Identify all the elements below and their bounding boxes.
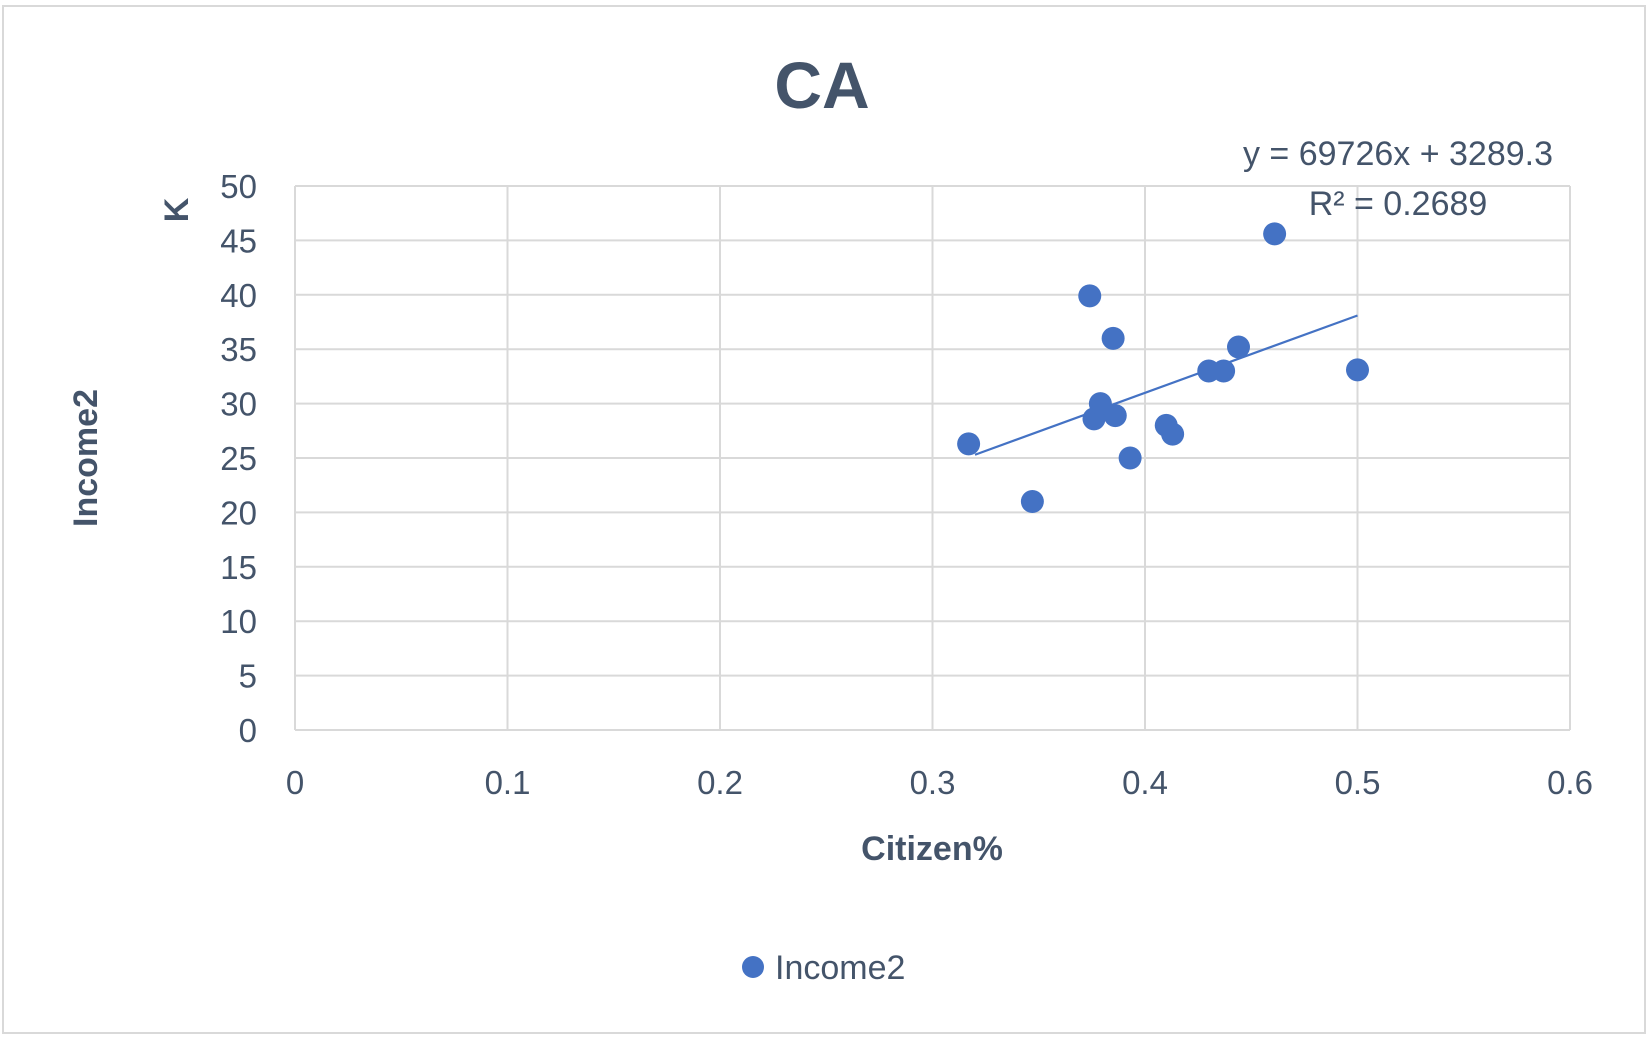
x-tick-label: 0.1 bbox=[485, 764, 531, 801]
x-tick-label: 0.6 bbox=[1547, 764, 1593, 801]
x-tick-label: 0.4 bbox=[1122, 764, 1168, 801]
chart-frame bbox=[2, 5, 1646, 1034]
data-point bbox=[1103, 404, 1127, 428]
data-point bbox=[1161, 422, 1185, 446]
x-axis-ticks: 0 0.1 0.2 0.3 0.4 0.5 0.6 bbox=[286, 764, 1593, 801]
y-tick-label: 15 bbox=[220, 549, 257, 586]
data-point bbox=[957, 432, 981, 456]
x-tick-label: 0.2 bbox=[697, 764, 743, 801]
y-tick-label: 25 bbox=[220, 440, 257, 477]
x-tick-label: 0 bbox=[286, 764, 304, 801]
y-axis-title: Income2 bbox=[67, 389, 105, 527]
x-tick-label: 0.3 bbox=[910, 764, 956, 801]
data-point bbox=[1212, 359, 1236, 383]
y-tick-label: 0 bbox=[239, 712, 257, 749]
x-tick-label: 0.5 bbox=[1335, 764, 1381, 801]
y-tick-label: 10 bbox=[220, 603, 257, 640]
trendline-equation: y = 69726x + 3289.3 bbox=[1243, 135, 1553, 173]
y-tick-label: 20 bbox=[220, 494, 257, 531]
legend: Income2 bbox=[742, 949, 905, 987]
y-tick-label: 50 bbox=[220, 168, 257, 205]
data-point bbox=[1101, 326, 1125, 350]
y-tick-label: 35 bbox=[220, 331, 257, 368]
legend-label: Income2 bbox=[775, 949, 905, 987]
y-tick-label: 30 bbox=[220, 386, 257, 423]
data-points bbox=[957, 222, 1369, 514]
data-point bbox=[1118, 446, 1142, 470]
legend-marker bbox=[742, 956, 764, 978]
y-tick-label: 45 bbox=[220, 222, 257, 259]
data-point bbox=[1078, 284, 1102, 308]
data-point bbox=[1346, 358, 1369, 382]
y-tick-label: 40 bbox=[220, 277, 257, 314]
x-axis-title: Citizen% bbox=[861, 830, 1003, 868]
grid bbox=[294, 185, 1571, 731]
y-tick-label: 5 bbox=[239, 658, 257, 695]
trendline bbox=[974, 314, 1358, 456]
y-axis-unit: K bbox=[158, 197, 196, 222]
data-point bbox=[1020, 490, 1044, 514]
trendline-r-squared: R² = 0.2689 bbox=[1309, 185, 1488, 223]
y-axis-ticks: 0 5 10 15 20 25 30 35 40 45 50 bbox=[220, 168, 257, 749]
chart-title: CA bbox=[774, 48, 869, 122]
data-point bbox=[1227, 335, 1250, 359]
data-point bbox=[1263, 222, 1287, 246]
